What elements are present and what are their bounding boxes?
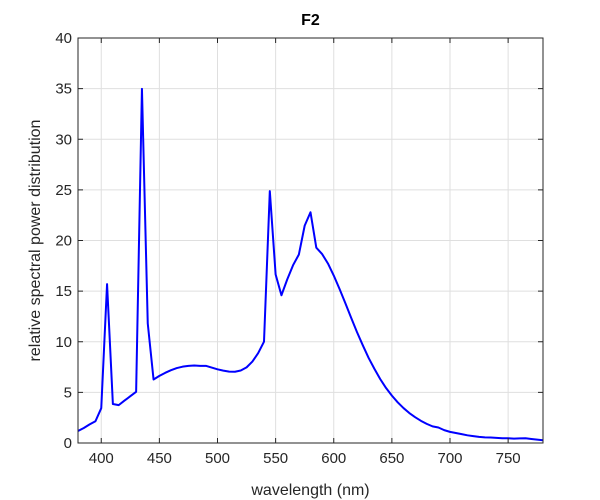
x-tick-label: 500: [205, 450, 230, 467]
y-tick-label: 5: [64, 384, 72, 401]
chart-title: F2: [301, 12, 320, 29]
tick-labels: 400 450 500 550 600 650 700 750 0 5 10 15 20 25 30 35 40: [55, 30, 520, 467]
x-tick-label: 750: [496, 450, 521, 467]
y-tick-label: 30: [55, 131, 72, 148]
y-tick-label: 25: [55, 182, 72, 199]
x-tick-label: 450: [147, 450, 172, 467]
series-layer: [77, 87, 544, 442]
y-tick-label: 40: [55, 30, 72, 47]
x-tick-label: 400: [89, 450, 114, 467]
spectrum-line: [77, 87, 544, 442]
x-axis-label: wavelength (nm): [250, 482, 369, 499]
x-tick-label: 600: [321, 450, 346, 467]
x-tick-label: 700: [437, 450, 462, 467]
x-tick-label: 550: [263, 450, 288, 467]
y-axis-label: relative spectral power distribution: [27, 120, 44, 362]
x-tick-label: 650: [379, 450, 404, 467]
y-tick-label: 35: [55, 81, 72, 98]
axes: [77, 37, 544, 444]
y-tick-label: 10: [55, 334, 72, 351]
y-tick-label: 15: [55, 283, 72, 300]
y-tick-label: 20: [55, 233, 72, 250]
y-tick-label: 0: [64, 435, 72, 452]
